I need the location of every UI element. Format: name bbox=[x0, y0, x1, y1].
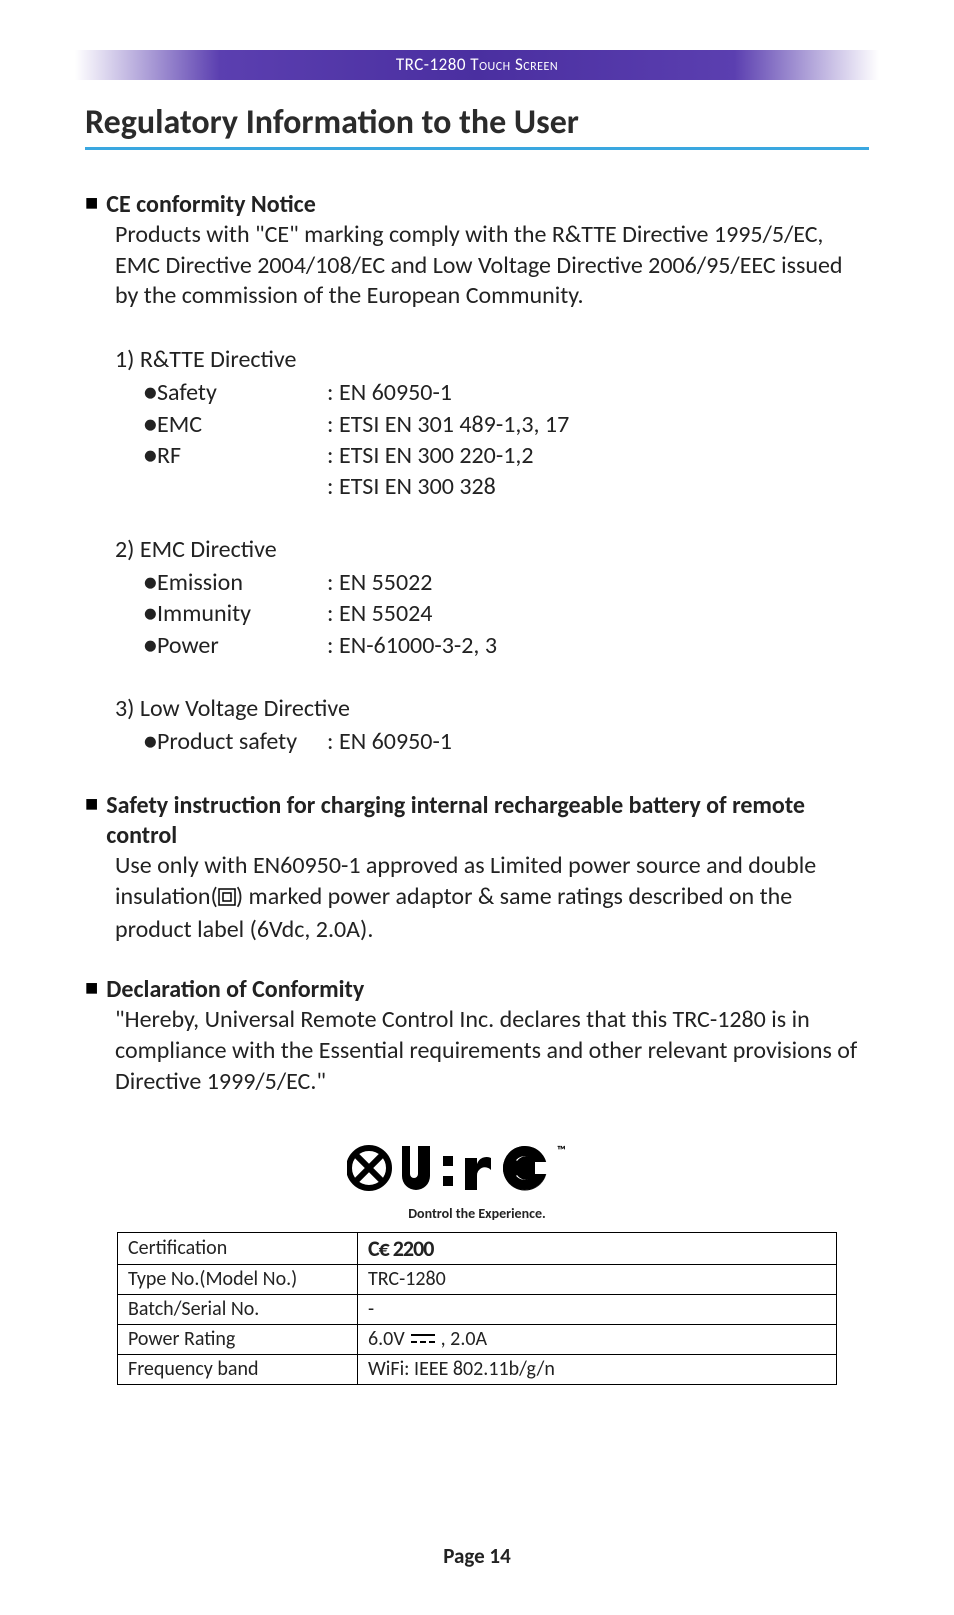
double-insulation-icon bbox=[218, 884, 236, 915]
section-title: Safety instruction for charging internal… bbox=[106, 791, 869, 851]
spec-key: Type No.(Model No.) bbox=[118, 1264, 358, 1294]
section-title: Declaration of Conformity bbox=[106, 975, 364, 1005]
spec-key: Frequency band bbox=[118, 1354, 358, 1384]
section-title: CE conformity Notice bbox=[106, 190, 316, 220]
spec-value: 6.0V, 2.0A bbox=[358, 1324, 837, 1354]
section-body: "Hereby, Universal Remote Control Inc. d… bbox=[115, 1005, 869, 1097]
page-title: Regulatory Information to the User bbox=[85, 102, 869, 143]
table-row: Frequency band WiFi: IEEE 802.11b/g/n bbox=[118, 1354, 837, 1384]
directive-emc: 2) EMC Directive ●Emission: EN 55022 ●Im… bbox=[115, 534, 869, 661]
ce-mark-icon: C€ bbox=[368, 1235, 393, 1262]
dc-symbol-icon bbox=[409, 1328, 437, 1352]
section-body: Use only with EN60950-1 approved as Limi… bbox=[115, 851, 869, 945]
spec-value: TRC-1280 bbox=[358, 1264, 837, 1294]
section-declaration: ■ Declaration of Conformity "Hereby, Uni… bbox=[85, 975, 869, 1097]
section-safety: ■ Safety instruction for charging intern… bbox=[85, 791, 869, 945]
spec-value: - bbox=[358, 1294, 837, 1324]
title-underline bbox=[85, 147, 869, 150]
svg-text:™: ™ bbox=[557, 1144, 566, 1158]
directive-heading: 2) EMC Directive bbox=[115, 534, 869, 565]
bullet-square-icon: ■ bbox=[85, 975, 98, 1001]
page-number: Page 14 bbox=[0, 1543, 954, 1569]
section-body: Products with "CE" marking comply with t… bbox=[115, 220, 869, 312]
directive-row: ●RF: ETSI EN 300 220-1,2 bbox=[143, 440, 869, 471]
spec-key: Batch/Serial No. bbox=[118, 1294, 358, 1324]
directive-low-voltage: 3) Low Voltage Directive ●Product safety… bbox=[115, 693, 869, 757]
bullet-square-icon: ■ bbox=[85, 791, 98, 817]
directive-row: ●Immunity: EN 55024 bbox=[143, 598, 869, 629]
directive-heading: 3) Low Voltage Directive bbox=[115, 693, 869, 724]
bullet-square-icon: ■ bbox=[85, 190, 98, 216]
directive-row: : ETSI EN 300 328 bbox=[327, 471, 869, 502]
spec-value: C€ 2200 bbox=[358, 1232, 837, 1264]
directive-row: ●Product safety: EN 60950-1 bbox=[143, 726, 869, 757]
directive-heading: 1) R&TTE Directive bbox=[115, 344, 869, 375]
directive-row: ●Safety: EN 60950-1 bbox=[143, 377, 869, 408]
spec-value: WiFi: IEEE 802.11b/g/n bbox=[358, 1354, 837, 1384]
brand-logo: ™ Dontrol the Experience. bbox=[85, 1138, 869, 1222]
directive-rtte: 1) R&TTE Directive ●Safety: EN 60950-1 ●… bbox=[115, 344, 869, 502]
table-row: Power Rating 6.0V, 2.0A bbox=[118, 1324, 837, 1354]
header-banner: TRC-1280 Touch Screen bbox=[75, 50, 879, 80]
spec-key: Power Rating bbox=[118, 1324, 358, 1354]
table-row: Certification C€ 2200 bbox=[118, 1232, 837, 1264]
spec-key: Certification bbox=[118, 1232, 358, 1264]
directive-row: ●Emission: EN 55022 bbox=[143, 567, 869, 598]
table-row: Type No.(Model No.) TRC-1280 bbox=[118, 1264, 837, 1294]
table-row: Batch/Serial No. - bbox=[118, 1294, 837, 1324]
directive-row: ●EMC: ETSI EN 301 489-1,3, 17 bbox=[143, 409, 869, 440]
directive-row: ●Power: EN-61000-3-2, 3 bbox=[143, 630, 869, 661]
brand-tagline: Dontrol the Experience. bbox=[85, 1205, 869, 1222]
spec-table: Certification C€ 2200 Type No.(Model No.… bbox=[117, 1232, 837, 1385]
section-ce: ■ CE conformity Notice Products with "CE… bbox=[85, 190, 869, 312]
